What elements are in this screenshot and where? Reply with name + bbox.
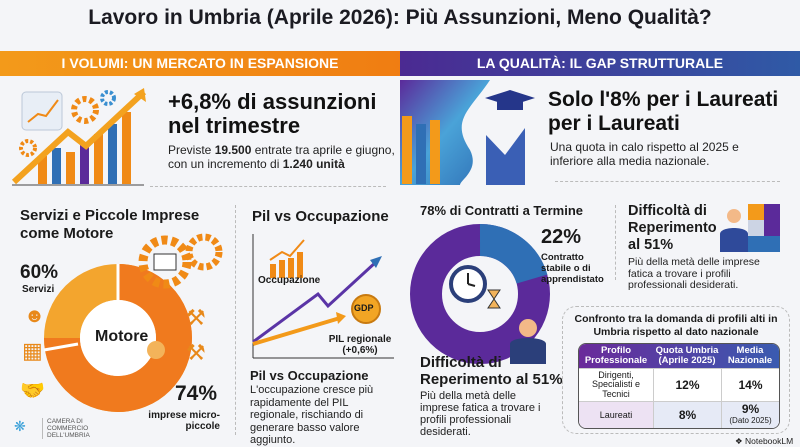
- handshake-icon: 🤝: [20, 380, 45, 402]
- occupazione-line: [252, 260, 378, 344]
- table-cell-note: (Dato 2025): [729, 416, 772, 426]
- table-header: Quota Umbria (Aprile 2025): [655, 345, 719, 366]
- divider: [615, 205, 616, 280]
- divider: [150, 186, 386, 187]
- difficolta-title: Difficoltà di Reperimento al 51%: [420, 354, 563, 388]
- table-cell: 12%: [653, 368, 721, 402]
- difficolta-description-2: Più della metà delle imprese fatica a tr…: [628, 256, 760, 291]
- businessman-icon: [519, 319, 537, 337]
- gear-chart-icon: [185, 233, 223, 271]
- laureati-illustration: [400, 80, 535, 185]
- pil-label: PIL regionale (+0,6%): [328, 334, 392, 356]
- pil-description: L'occupazione cresce più rapidamente del…: [250, 384, 374, 446]
- building-icon: ▦: [22, 338, 43, 363]
- divider: [235, 205, 236, 435]
- divider: [555, 181, 780, 182]
- people-icon: ☻: [24, 305, 46, 327]
- imprese-label: imprese micro-piccole: [148, 410, 220, 432]
- toolbox-icon: ⚒: [186, 340, 206, 365]
- puzzle-person-icon: [720, 204, 780, 252]
- assunzioni-headline: +6,8% di assunzioni nel trimestre: [168, 89, 377, 138]
- camera-commercio-logo-icon: ❋: [14, 418, 26, 434]
- donut-center-label: Motore: [95, 328, 149, 345]
- laureati-description: Una quota in calo rispetto al 2025 e inf…: [550, 140, 739, 168]
- tools-icon: ⚒: [186, 305, 206, 330]
- contratti-title: 78% di Contratti a Termine: [420, 203, 584, 218]
- contratti-donut-chart: [410, 224, 550, 364]
- pil-line: [252, 316, 341, 346]
- stabile-label: Contratto stabile o di apprendistato: [541, 252, 604, 285]
- table-header: Profilo Professionale: [584, 345, 648, 366]
- occupazione-label: Occupazione: [258, 275, 321, 286]
- pil-vs-occupazione-chart: [252, 234, 394, 359]
- servizi-label: Servizi: [22, 284, 55, 295]
- notebooklm-icon: ❖: [735, 436, 745, 446]
- donut-segment-imprese: [44, 264, 192, 412]
- worker-icon: [147, 341, 165, 359]
- table-cell: Laureati: [579, 401, 653, 428]
- section-bar-qualita: LA QUALITÀ: IL GAP STRUTTURALE: [400, 51, 800, 76]
- comparison-card: [562, 306, 790, 434]
- imprese-percent: 74%: [175, 382, 218, 405]
- comparison-table: Profilo Professionale Quota Umbria (Apri…: [578, 343, 780, 430]
- notebooklm-label: NotebookLM: [744, 436, 794, 446]
- table-row: Laureati 8% 9% (Dato 2025): [579, 401, 779, 429]
- section-bar-volumi: I VOLUMI: UN MERCATO IN ESPANSIONE: [0, 51, 400, 76]
- table-cell: 9% (Dato 2025): [721, 401, 779, 429]
- hourglass-icon: [487, 289, 501, 309]
- table-row: Dirigenti, Specialisti e Tecnici 12% 14%: [579, 368, 779, 402]
- motore-title: Servizi e Piccole Imprese come Motore: [20, 207, 200, 242]
- table-cell-value: 9%: [741, 402, 760, 417]
- table-cell: 8%: [653, 401, 721, 429]
- growth-chart-illustration: [11, 88, 147, 186]
- motore-donut-chart: [43, 233, 223, 412]
- table-cell: 14%: [721, 368, 779, 402]
- gear-shop-icon: [138, 235, 192, 289]
- difficolta-title-2: Difficoltà di Reperimento al 51%: [628, 203, 717, 253]
- occupazione-mini-icon: [269, 239, 305, 261]
- comparison-title: Confronto tra la domanda di profili alti…: [574, 313, 778, 338]
- difficolta-description: Più della metà delle imprese fatica a tr…: [420, 390, 541, 438]
- pil-subtitle: Pil vs Occupazione: [250, 368, 369, 383]
- pil-title: Pil vs Occupazione: [252, 208, 389, 225]
- table-cell: Dirigenti, Specialisti e Tecnici: [579, 368, 653, 401]
- table-header: Media Nazionale: [727, 345, 773, 366]
- gdp-badge: GDP: [354, 303, 374, 313]
- camera-commercio-logo: CAMERA DI COMMERCIO DELL'UMBRIA: [42, 418, 124, 439]
- servizi-percent: 60%: [20, 262, 59, 283]
- page-title: Lavoro in Umbria (Aprile 2026): Più Assu…: [88, 6, 712, 29]
- stabile-percent: 22%: [541, 226, 582, 248]
- assunzioni-description: Previste 19.500 entrate tra aprile e giu…: [168, 143, 395, 171]
- gdp-coin-icon: [351, 294, 381, 324]
- notebooklm-footer: ❖ NotebookLM: [735, 436, 793, 446]
- laureati-headline: Solo l'8% per i Laureati per i Laureati: [548, 88, 779, 135]
- donut-segment-stabile: [479, 224, 548, 285]
